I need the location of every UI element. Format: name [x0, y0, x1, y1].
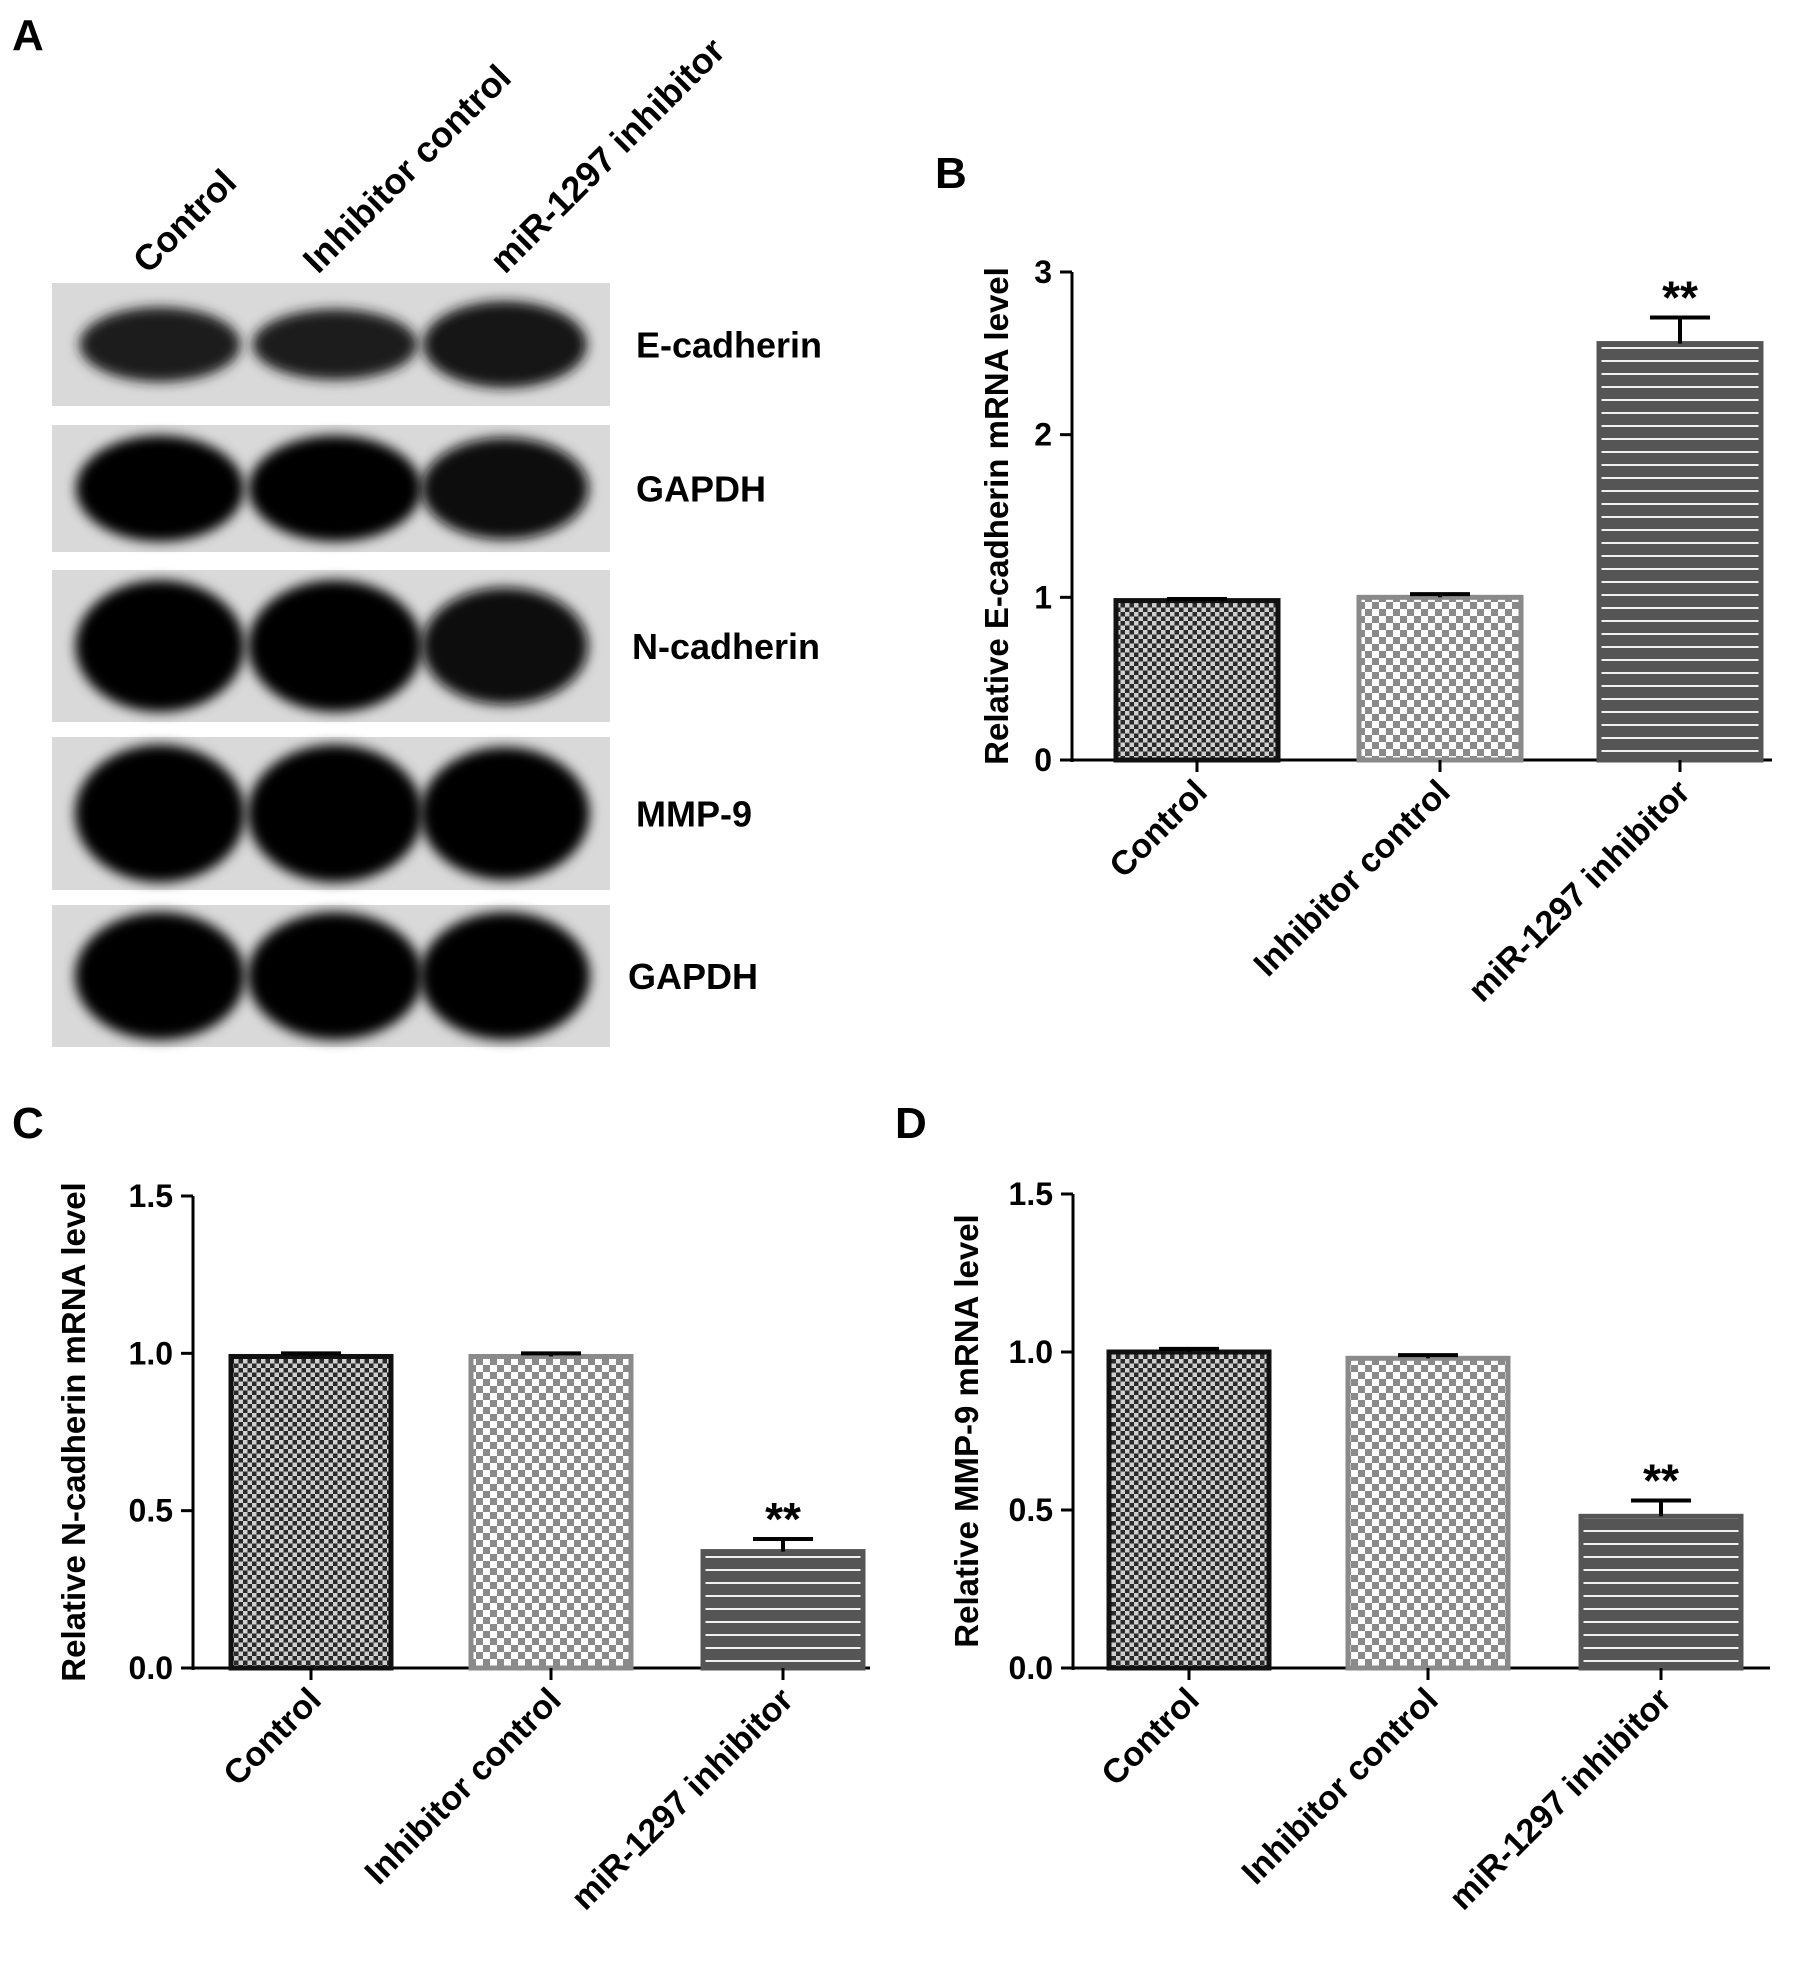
y-tick-label: 1.5 [1009, 1176, 1053, 1212]
blot-strips: E-cadherin GAPDH N-cadherin MMP-9 GAPDH [52, 283, 822, 1047]
blot-band [247, 912, 423, 1040]
category-label: Control [216, 1681, 328, 1793]
category-label: miR-1297 inhibitor [1442, 1681, 1679, 1918]
blot-band [79, 307, 241, 382]
blot-band [252, 309, 418, 380]
y-tick-label: 1.0 [129, 1335, 173, 1371]
significance-marker: ** [1662, 272, 1698, 324]
y-tick-label: 0.0 [1009, 1650, 1053, 1686]
bar-3 [1596, 341, 1764, 763]
category-label: miR-1297 inhibitor [1461, 773, 1698, 1010]
bar-1 [1113, 598, 1281, 763]
blot-band [75, 580, 245, 712]
panel-b-letter: B [935, 149, 967, 198]
chart-mmp-9: 0.0 0.5 1.0 1.5 Relative MMP-9 mRNA level Con… [948, 1176, 1770, 1917]
bar-2 [468, 1353, 634, 1671]
band-label: N-cadherin [632, 626, 820, 667]
y-tick-label: 0.0 [129, 1650, 173, 1686]
blot-band [247, 744, 423, 883]
blot-band [75, 912, 245, 1040]
category-label: Inhibitor control [357, 1681, 568, 1892]
bar-2 [1356, 594, 1524, 763]
band-label: E-cadherin [636, 325, 822, 366]
panel-d-letter: D [895, 1099, 927, 1148]
chart-e-cadherin: 0 1 2 3 Relative E-cadherin mRNA level Contro… [978, 254, 1772, 1009]
significance-marker: ** [1643, 1455, 1679, 1507]
bar-1 [228, 1353, 394, 1671]
y-tick-label: 0 [1034, 742, 1052, 778]
y-tick-label: 0.5 [1009, 1492, 1053, 1528]
panel-d: D 0.0 0.5 1.0 1.5 Relative MMP-9 mRNA level C… [895, 1099, 1770, 1917]
bar-2 [1345, 1355, 1511, 1671]
blot-band [248, 580, 422, 712]
band-label: GAPDH [628, 956, 758, 997]
blot-band [76, 435, 244, 542]
blot-strip-1: E-cadherin [52, 283, 822, 406]
y-tick-label: 1.5 [129, 1178, 173, 1214]
lane-label-control: Control [125, 161, 244, 280]
y-tick-label: 3 [1034, 254, 1052, 290]
y-tick-label: 1.0 [1009, 1334, 1053, 1370]
bar-1 [1106, 1349, 1272, 1671]
panel-a-letter: A [12, 11, 44, 60]
blot-band [248, 435, 422, 542]
blot-band [420, 912, 590, 1040]
panel-c: C 0.0 0.5 1.0 1.5 Relative N-cadherin mRNA l… [12, 1099, 870, 1917]
category-label: Control [1102, 773, 1214, 885]
panel-a: A Control Inhibitor control miR-1297 inh… [12, 11, 822, 1047]
panel-b: B 0 1 2 3 Relative E-cadherin mRNA level Cont… [935, 149, 1772, 1009]
band-label: GAPDH [636, 469, 766, 510]
category-label: Inhibitor control [1234, 1681, 1445, 1892]
blot-strip-2: GAPDH [52, 425, 766, 552]
category-label: Control [1094, 1681, 1206, 1793]
y-axis-title: Relative N-cadherin mRNA level [55, 1182, 92, 1681]
y-axis-title: Relative MMP-9 mRNA level [948, 1214, 985, 1647]
y-tick-label: 2 [1034, 417, 1052, 453]
category-label: miR-1297 inhibitor [564, 1681, 801, 1918]
y-axis-title: Relative E-cadherin mRNA level [978, 267, 1015, 765]
blot-band [423, 301, 587, 388]
blot-band [422, 587, 588, 705]
lane-label-mir-inhibitor: miR-1297 inhibitor [482, 30, 733, 281]
blot-band [421, 437, 589, 540]
bar-3 [1578, 1513, 1744, 1671]
bar-3 [700, 1549, 866, 1671]
blot-band [420, 747, 590, 880]
blot-strip-3: N-cadherin [52, 570, 820, 722]
y-tick-label: 0.5 [129, 1493, 173, 1529]
blot-band [75, 744, 245, 883]
category-label: Inhibitor control [1246, 773, 1457, 984]
blot-strip-4: MMP-9 [52, 737, 752, 890]
blot-strip-5: GAPDH [52, 905, 758, 1047]
y-tick-label: 1 [1034, 579, 1052, 615]
band-label: MMP-9 [636, 794, 752, 835]
chart-n-cadherin: 0.0 0.5 1.0 1.5 Relative N-cadherin mRNA lev… [55, 1178, 870, 1917]
significance-marker: ** [765, 1493, 801, 1545]
panel-c-letter: C [12, 1099, 44, 1148]
